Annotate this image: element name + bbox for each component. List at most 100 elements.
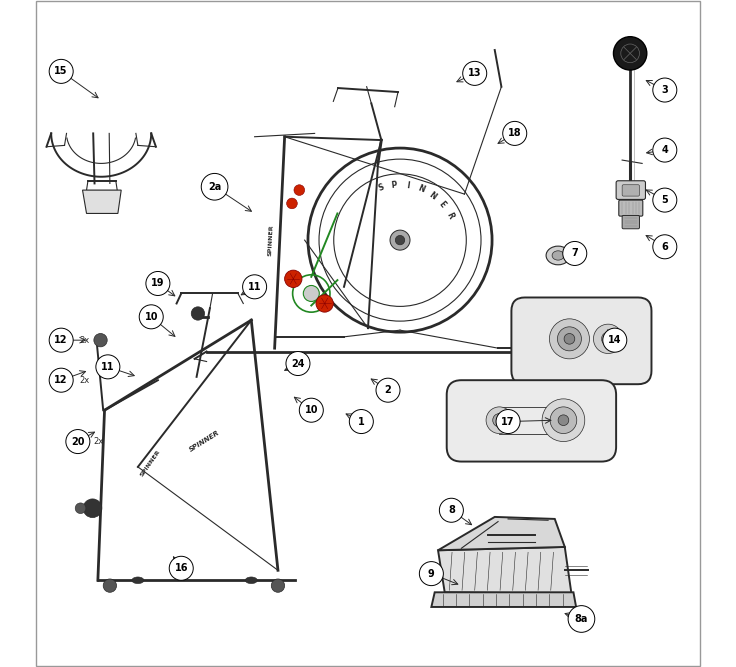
Text: S: S [377, 183, 385, 193]
Circle shape [66, 430, 90, 454]
Ellipse shape [546, 246, 570, 265]
Circle shape [96, 355, 120, 379]
Circle shape [300, 398, 323, 422]
FancyBboxPatch shape [447, 380, 616, 462]
FancyBboxPatch shape [622, 215, 640, 229]
Text: 1: 1 [358, 417, 365, 426]
Text: SPINNER: SPINNER [139, 450, 161, 478]
Circle shape [550, 407, 577, 434]
Circle shape [390, 230, 410, 250]
Circle shape [146, 271, 170, 295]
Text: 11: 11 [248, 282, 261, 291]
Ellipse shape [520, 354, 536, 364]
Ellipse shape [132, 577, 144, 584]
Text: 18: 18 [508, 129, 522, 138]
Circle shape [49, 328, 73, 352]
Circle shape [486, 407, 513, 434]
Circle shape [286, 352, 310, 376]
Circle shape [614, 37, 647, 70]
Text: 9: 9 [428, 569, 435, 578]
Text: 2x: 2x [93, 437, 104, 446]
Text: N: N [427, 190, 438, 201]
Text: R: R [445, 211, 455, 221]
Polygon shape [438, 517, 565, 550]
Circle shape [653, 235, 677, 259]
Circle shape [169, 556, 194, 580]
Circle shape [496, 410, 520, 434]
Text: SPINNER: SPINNER [188, 430, 221, 454]
Text: 8a: 8a [575, 614, 588, 624]
Text: 24: 24 [291, 359, 305, 368]
Circle shape [294, 185, 305, 195]
FancyBboxPatch shape [619, 200, 643, 216]
Ellipse shape [245, 577, 258, 584]
Circle shape [94, 334, 107, 347]
Circle shape [83, 499, 102, 518]
FancyBboxPatch shape [616, 181, 645, 199]
Circle shape [103, 579, 116, 592]
Circle shape [568, 606, 595, 632]
Circle shape [286, 198, 297, 209]
Text: 10: 10 [144, 312, 158, 321]
Circle shape [463, 61, 486, 85]
Text: SPINNER: SPINNER [267, 224, 274, 256]
Circle shape [350, 410, 373, 434]
Text: E: E [437, 199, 447, 209]
FancyBboxPatch shape [622, 185, 640, 196]
Text: 5: 5 [662, 195, 668, 205]
Circle shape [303, 285, 319, 301]
FancyBboxPatch shape [512, 297, 651, 384]
Text: 19: 19 [151, 279, 165, 288]
Circle shape [653, 138, 677, 162]
Text: 20: 20 [71, 437, 85, 446]
Circle shape [503, 121, 527, 145]
Polygon shape [431, 592, 576, 607]
Circle shape [563, 241, 587, 265]
Text: 2x: 2x [79, 376, 90, 385]
Circle shape [557, 327, 581, 351]
Text: I: I [406, 181, 410, 190]
Text: 2: 2 [385, 386, 392, 395]
Ellipse shape [552, 251, 564, 260]
Circle shape [542, 399, 585, 442]
Circle shape [139, 305, 163, 329]
Circle shape [601, 332, 615, 346]
Text: 8: 8 [448, 506, 455, 515]
Circle shape [395, 235, 405, 245]
Text: 2x: 2x [79, 336, 90, 345]
Text: 3: 3 [662, 85, 668, 95]
Text: P: P [391, 180, 397, 190]
Circle shape [653, 188, 677, 212]
Circle shape [420, 562, 443, 586]
Circle shape [201, 173, 228, 200]
Text: 6: 6 [662, 242, 668, 251]
Circle shape [593, 324, 623, 354]
Circle shape [49, 368, 73, 392]
Polygon shape [82, 190, 121, 213]
Circle shape [439, 498, 464, 522]
Circle shape [492, 414, 506, 427]
Text: 12: 12 [54, 336, 68, 345]
Circle shape [243, 275, 266, 299]
Polygon shape [438, 547, 571, 594]
Circle shape [191, 307, 205, 320]
Text: 16: 16 [174, 564, 188, 573]
Circle shape [558, 415, 569, 426]
Circle shape [285, 270, 302, 287]
Text: 17: 17 [501, 417, 514, 426]
Circle shape [549, 319, 590, 359]
Text: 12: 12 [54, 376, 68, 385]
Text: 2a: 2a [208, 182, 222, 191]
Circle shape [603, 328, 627, 352]
Circle shape [564, 334, 575, 344]
Circle shape [316, 295, 333, 312]
Text: N: N [416, 183, 425, 194]
Text: 14: 14 [608, 336, 621, 345]
Text: 4: 4 [662, 145, 668, 155]
Circle shape [49, 59, 73, 83]
Circle shape [653, 78, 677, 102]
Text: 13: 13 [468, 69, 481, 78]
Text: 11: 11 [101, 362, 115, 372]
Text: 15: 15 [54, 67, 68, 76]
Text: 10: 10 [305, 406, 318, 415]
